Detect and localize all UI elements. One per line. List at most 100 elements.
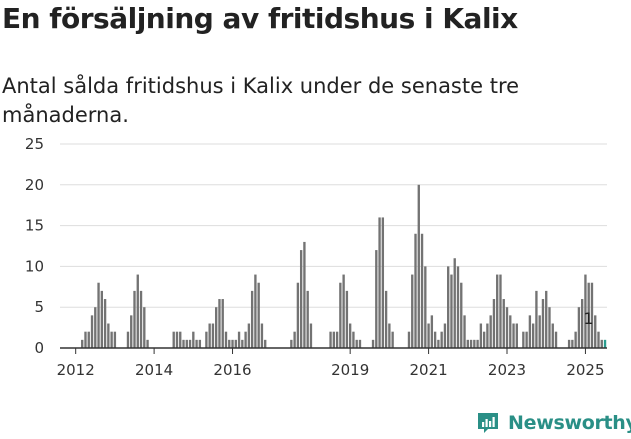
bar — [97, 282, 100, 348]
bar — [600, 339, 603, 348]
bar — [476, 339, 479, 348]
x-tick-label: 2012 — [57, 361, 95, 379]
bar — [499, 274, 502, 348]
bar — [175, 331, 179, 348]
brand-name: Newsworthy — [508, 412, 631, 434]
bar — [580, 299, 584, 348]
bar — [309, 323, 313, 348]
bar — [447, 266, 450, 348]
bar — [512, 323, 515, 348]
bar — [257, 282, 260, 348]
bar — [381, 217, 385, 348]
bar — [254, 274, 257, 348]
y-tick-label: 20 — [25, 176, 44, 194]
bar — [342, 274, 345, 348]
brand-logo[interactable]: Newsworthy — [476, 408, 631, 438]
bar — [492, 299, 496, 348]
bar — [420, 233, 424, 348]
bar — [522, 331, 525, 348]
bar — [414, 233, 417, 348]
bar — [335, 331, 339, 348]
bar — [545, 290, 548, 348]
chart-subtitle: Antal sålda fritidshus i Kalix under de … — [2, 74, 520, 127]
bar — [103, 299, 107, 348]
bar — [110, 331, 113, 348]
bar — [195, 339, 198, 348]
bar — [237, 331, 241, 348]
bar — [211, 323, 215, 348]
bar — [198, 339, 202, 348]
bar — [433, 331, 437, 348]
x-axis: 2012 2014 2016 2019 2021 2023 2025 — [57, 347, 607, 379]
y-tick-label: 10 — [25, 257, 44, 275]
bar — [417, 184, 420, 348]
bar — [535, 290, 538, 348]
bar — [306, 290, 309, 348]
bar — [87, 331, 90, 348]
bar — [329, 331, 332, 348]
bar — [185, 339, 188, 348]
bar — [469, 339, 473, 348]
bar — [574, 331, 577, 348]
bar — [290, 339, 293, 348]
bar — [172, 331, 175, 348]
x-tick-label: 2021 — [409, 361, 447, 379]
bar — [384, 290, 388, 348]
bar — [571, 339, 574, 348]
bar — [260, 323, 264, 348]
bar — [548, 307, 551, 348]
bar — [486, 323, 489, 348]
bar — [339, 282, 342, 348]
bar — [345, 290, 349, 348]
bar — [299, 250, 303, 348]
bar — [139, 290, 143, 348]
bar — [437, 339, 440, 348]
bar — [221, 299, 224, 348]
bar — [407, 331, 411, 348]
bar — [241, 339, 244, 348]
bar — [479, 323, 483, 348]
bar — [143, 307, 146, 348]
bar — [107, 323, 110, 348]
bar — [188, 339, 192, 348]
bar — [502, 299, 505, 348]
bar — [427, 323, 430, 348]
bar — [463, 315, 466, 348]
bar — [440, 331, 443, 348]
bar — [430, 315, 434, 348]
bar — [371, 339, 375, 348]
bar — [264, 339, 267, 348]
y-axis-ticks: 0 5 10 15 20 25 — [25, 135, 44, 357]
x-tick-label: 2016 — [213, 361, 251, 379]
bar — [234, 339, 237, 348]
bar — [231, 339, 234, 348]
bar — [584, 274, 587, 348]
bar — [224, 331, 228, 348]
bar — [496, 274, 499, 348]
gridlines — [60, 143, 607, 308]
bar — [456, 266, 460, 348]
bar — [247, 323, 251, 348]
bar — [554, 331, 558, 348]
bar-series — [81, 184, 607, 348]
bar — [567, 339, 571, 348]
bar — [509, 315, 512, 348]
y-tick-label: 15 — [25, 217, 44, 235]
bar — [577, 307, 581, 348]
bar — [136, 274, 139, 348]
bar — [84, 331, 87, 348]
bar — [466, 339, 469, 348]
bar — [146, 339, 149, 348]
bar — [489, 315, 492, 348]
bar — [378, 217, 381, 348]
bar — [358, 339, 362, 348]
bar — [205, 331, 208, 348]
bar — [443, 323, 447, 348]
bar — [551, 323, 554, 348]
bar — [208, 323, 211, 348]
bar — [113, 331, 117, 348]
bar — [424, 266, 427, 348]
bar — [460, 282, 463, 348]
bar — [538, 315, 541, 348]
